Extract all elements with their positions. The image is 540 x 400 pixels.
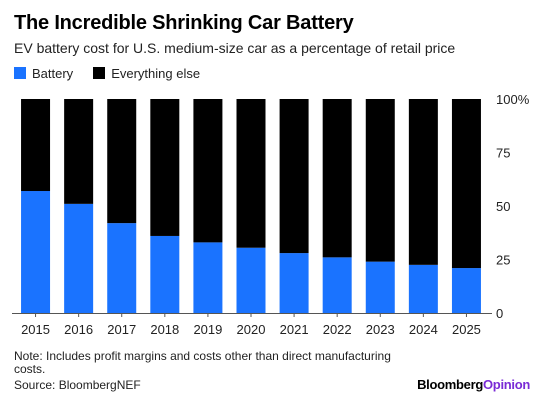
y-tick-label-0: 0 [496,306,503,321]
y-tick-label-25: 25 [496,253,510,268]
x-tick-label-2021: 2021 [280,322,309,337]
bar-everything-else-2015 [21,99,51,192]
bar-battery-2021 [279,253,309,313]
bar-everything-else-2025 [451,99,481,269]
bar-everything-else-2017 [107,99,137,224]
x-tick-label-2019: 2019 [193,322,222,337]
bar-battery-2023 [365,261,395,313]
bar-everything-else-2020 [236,99,266,248]
bar-battery-2018 [150,235,180,313]
chart-subtitle: EV battery cost for U.S. medium-size car… [14,40,456,56]
bar-battery-2020 [236,247,266,313]
x-tick-label-2016: 2016 [64,322,93,337]
bar-everything-else-2018 [150,99,180,236]
legend-swatch-everything-else [93,67,106,79]
legend-label-everything-else: Everything else [111,65,201,81]
legend-label-battery: Battery [32,65,74,81]
bar-everything-else-2023 [365,99,395,262]
bar-everything-else-2016 [64,99,94,204]
brand-logo-part-opinion: Opinion [483,377,530,392]
bar-battery-2024 [408,264,438,313]
brand-logo-part-bloomberg: Bloomberg [417,377,483,392]
y-tick-label-100: 100% [496,92,530,107]
bar-everything-else-2019 [193,99,223,243]
chart-source: Source: BloombergNEF [14,378,141,392]
x-tick-label-2020: 2020 [237,322,266,337]
legend: Battery Everything else [14,65,220,81]
chart-title: The Incredible Shrinking Car Battery [14,12,354,34]
chart-note: Note: Includes profit margins and costs … [14,349,391,376]
y-tick-label-50: 50 [496,199,510,214]
bar-everything-else-2022 [322,99,352,258]
x-tick-label-2017: 2017 [107,322,136,337]
legend-item-everything-else: Everything else [93,66,200,81]
bar-battery-2015 [21,191,51,313]
bar-battery-2017 [107,223,137,313]
y-tick-label-75: 75 [496,146,510,161]
bar-battery-2022 [322,257,352,313]
x-tick-label-2024: 2024 [409,322,438,337]
x-tick-label-2025: 2025 [452,322,481,337]
bar-battery-2019 [193,242,223,313]
legend-item-battery: Battery [14,66,73,81]
bar-battery-2016 [64,203,94,313]
stacked-bar-chart: 2015 2016 2017 2018 2019 2020 2021 2022 2023 2024… [12,92,530,337]
x-tick-label-2022: 2022 [323,322,352,337]
x-tick-label-2023: 2023 [366,322,395,337]
bar-battery-2025 [451,268,481,313]
x-tick-label-2015: 2015 [21,322,50,337]
bar-everything-else-2024 [408,99,438,265]
legend-swatch-battery [14,67,26,79]
brand-logo: BloombergOpinion [417,377,530,392]
x-tick-label-2018: 2018 [150,322,179,337]
bar-everything-else-2021 [279,99,309,254]
